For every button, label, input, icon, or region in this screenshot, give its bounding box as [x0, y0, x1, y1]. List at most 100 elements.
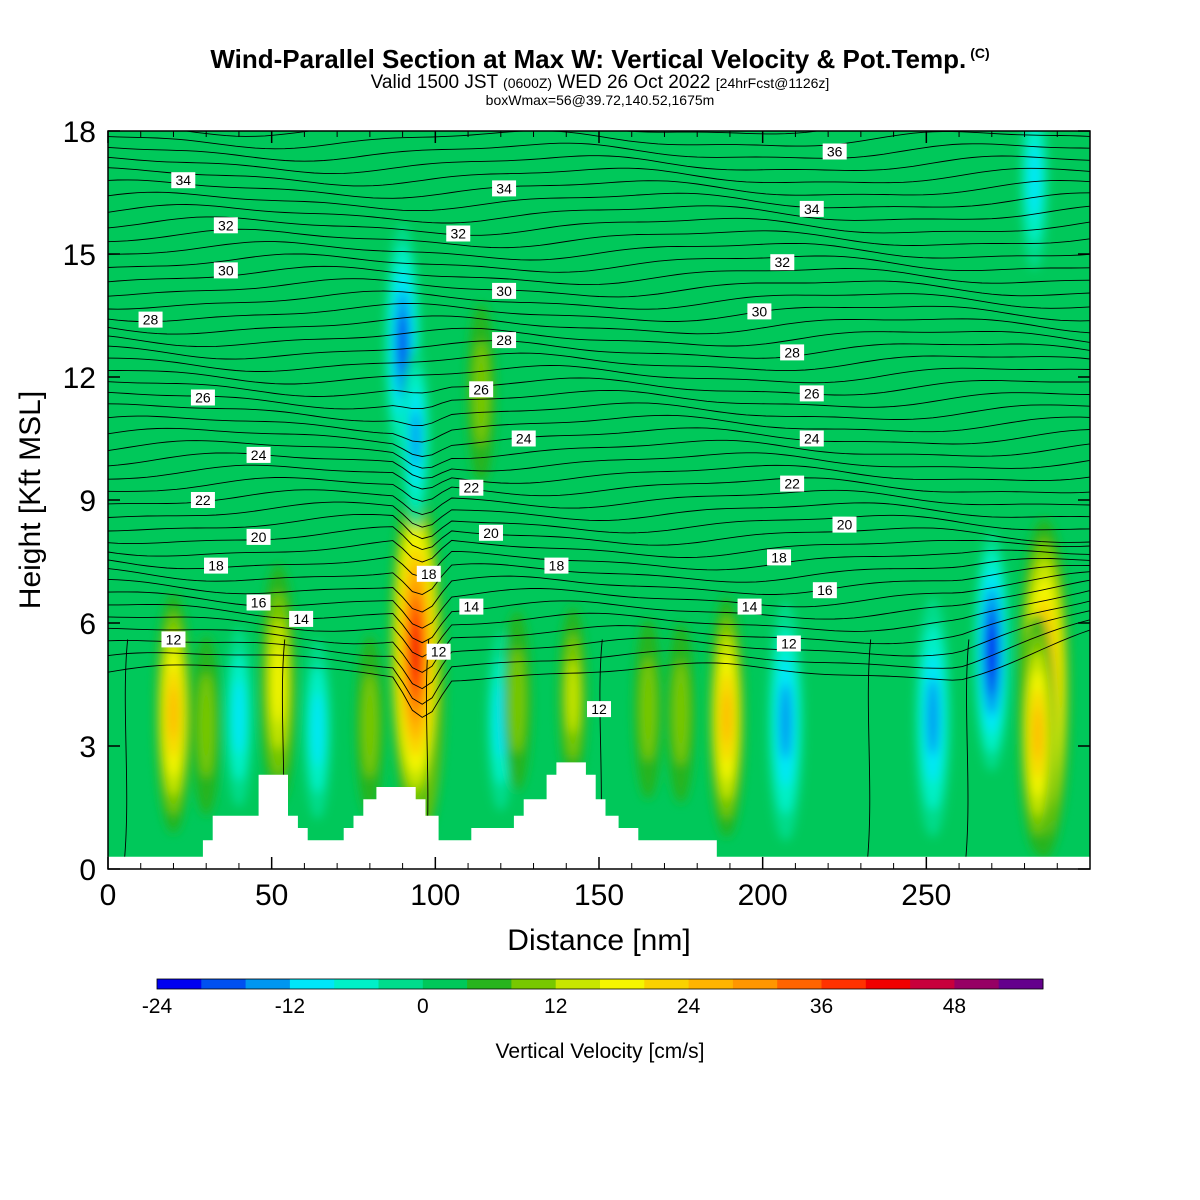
theta-label: 30 — [747, 303, 772, 320]
theta-contour-line — [108, 619, 1090, 705]
theta-label-text: 32 — [775, 254, 791, 270]
theta-label-box — [587, 701, 611, 718]
w-cell — [155, 593, 192, 834]
theta-label-text: 34 — [804, 201, 820, 217]
theta-label-box — [469, 381, 494, 398]
theta-contour-line — [108, 241, 1090, 261]
w-cell — [973, 531, 1010, 772]
theta-contour-line — [108, 402, 1090, 426]
valid-utc: (0600Z) — [503, 75, 553, 91]
theta-label-box — [812, 582, 837, 599]
theta-contour-labels: 12 14 16 18 20 22 24 26 28 30 32 34 18 12 14 20 22 24 26 28… — [138, 143, 857, 718]
x-tick-label: 150 — [574, 879, 624, 912]
theta-label-text: 26 — [473, 381, 489, 397]
w-cell — [666, 623, 695, 804]
theta-label-text: 14 — [742, 599, 758, 615]
w-cell — [503, 610, 532, 791]
colorbar-segment — [422, 979, 468, 989]
theta-label-text: 14 — [464, 599, 480, 615]
theta-label-box — [492, 282, 517, 299]
theta-contour-line — [108, 571, 1090, 629]
theta-label-box — [544, 557, 569, 574]
theta-contour-line — [108, 253, 1090, 273]
theta-label-box — [492, 180, 517, 197]
theta-label-text: 16 — [251, 595, 267, 611]
theta-label: 18 — [767, 549, 792, 566]
theta-label-box — [246, 446, 271, 463]
theta-label: 12 — [161, 631, 186, 648]
theta-label: 26 — [190, 389, 215, 406]
theta-label-text: 30 — [218, 262, 234, 278]
theta-label-text: 22 — [464, 480, 480, 496]
theta-label-box — [213, 262, 238, 279]
colorbar-tick-label: 0 — [417, 995, 429, 1018]
theta-label-text: 36 — [827, 144, 843, 160]
colorbar-tick-label: 24 — [677, 995, 701, 1018]
colorbar-segment — [245, 979, 291, 989]
colorbar-tick-label: -12 — [275, 995, 305, 1018]
w-cell — [1019, 613, 1056, 854]
theta-contour-line — [108, 179, 1090, 199]
w-contour-fill — [397, 313, 408, 376]
theta-label-box — [832, 516, 857, 533]
theta-label-box — [511, 430, 536, 447]
colorbar-tick-label: 12 — [544, 995, 567, 1018]
theta-label-box — [190, 492, 215, 508]
theta-label-text: 12 — [431, 644, 447, 660]
theta-label-box — [478, 524, 503, 541]
w-contour-fill — [1033, 707, 1042, 760]
theta-contour-line — [108, 278, 1090, 298]
w-contour-fill — [509, 648, 526, 754]
theta-contour-line — [108, 155, 1090, 175]
theta-label: 28 — [138, 311, 163, 328]
theta-label-box — [799, 200, 824, 217]
w-contour-fill — [411, 409, 421, 468]
colorbar-segment — [910, 979, 955, 989]
theta-contour-line — [108, 228, 1090, 249]
colorbar-segment — [644, 979, 690, 989]
theta-label: 30 — [213, 262, 238, 279]
w-contour-fill — [672, 660, 689, 766]
theta-label-text: 32 — [450, 226, 466, 242]
theta-label-box — [204, 557, 229, 574]
w-cell — [558, 606, 587, 787]
theta-label-text: 34 — [496, 180, 512, 196]
theta-label: 14 — [737, 598, 762, 615]
w-contour-fill — [1028, 143, 1041, 218]
theta-contour-line — [108, 526, 1090, 550]
theta-contour-line — [108, 539, 1090, 563]
theta-contour-line — [108, 477, 1090, 502]
theta-label-text: 24 — [804, 431, 820, 447]
w-cell — [303, 639, 332, 820]
w-cell — [224, 627, 253, 808]
w-contour-fill — [639, 656, 657, 762]
theta-label-text: 20 — [483, 525, 499, 541]
theta-label-text: 34 — [175, 172, 191, 188]
colorbar-segment — [511, 979, 557, 989]
theta-contour-line — [108, 600, 1090, 673]
theta-label: 18 — [544, 557, 569, 574]
theta-label: 34 — [492, 180, 517, 197]
theta-label-text: 12 — [781, 636, 797, 652]
w-cell — [708, 597, 745, 838]
theta-label-text: 28 — [143, 312, 159, 328]
y-tick-label: 12 — [63, 362, 96, 395]
colorbar-segment — [954, 979, 1000, 989]
colorbar-segment — [865, 979, 911, 989]
theta-label-box — [213, 217, 238, 234]
theta-contour-line — [108, 549, 1090, 578]
chart-title-text: Wind-Parallel Section at Max W: Vertical… — [210, 44, 967, 74]
theta-label: 14 — [289, 610, 314, 627]
plot-area: 12 14 16 18 20 22 24 26 28 30 32 34 18 12 14 20 22 24 26 28… — [108, 131, 1090, 869]
colorbar-tick-label: 36 — [810, 995, 833, 1018]
theta-label-box — [246, 594, 271, 611]
colorbar-segment — [998, 979, 1044, 989]
theta-label-box — [492, 332, 517, 349]
theta-label: 20 — [832, 516, 857, 533]
colorbar-segment — [555, 979, 601, 989]
theta-contour-line — [108, 579, 1090, 644]
theta-label-box — [780, 344, 805, 361]
x-tick-label: 100 — [410, 879, 460, 912]
theta-label-box — [770, 254, 795, 271]
theta-contour-line — [108, 414, 1090, 443]
